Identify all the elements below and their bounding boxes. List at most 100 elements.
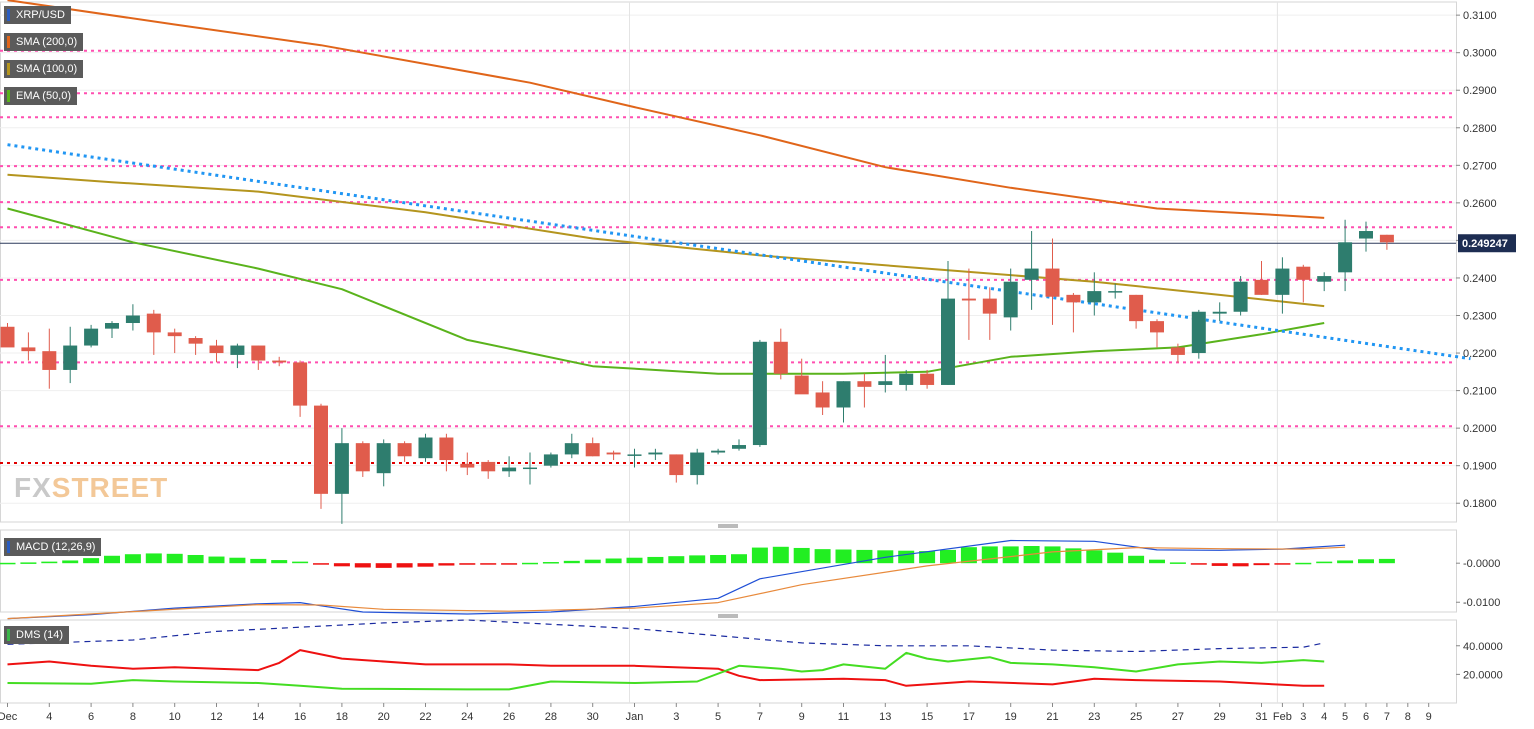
candle-body <box>1108 291 1123 293</box>
candle-body <box>481 461 496 472</box>
macd-histogram-bar <box>41 561 58 564</box>
symbol-label[interactable]: XRP/USD <box>4 6 71 24</box>
candle-body <box>899 373 914 385</box>
x-tick-label: 16 <box>294 711 306 723</box>
ema50-label[interactable]: EMA (50,0) <box>4 87 78 105</box>
candlesticks <box>0 219 1394 524</box>
sma100-line <box>7 173 1325 308</box>
candle-body <box>1296 266 1311 280</box>
x-tick-label: 5 <box>715 711 721 723</box>
candle-body <box>523 467 537 470</box>
candle-body <box>836 381 851 408</box>
x-tick-label: 15 <box>921 711 933 723</box>
x-tick-label: 19 <box>1005 711 1017 723</box>
candle-body <box>732 445 746 449</box>
candle-body <box>314 405 328 494</box>
macd-signal-line <box>7 546 1346 620</box>
x-tick-label: 11 <box>838 711 849 723</box>
x-tick-label: 8 <box>1405 711 1411 723</box>
x-tick-label: 18 <box>336 711 348 723</box>
macd-histogram-bar <box>104 555 120 564</box>
macd-histogram-bar <box>1107 552 1124 564</box>
x-tick-label: Dec <box>0 711 18 723</box>
macd-histogram-bar <box>605 558 622 564</box>
macd-histogram-bar <box>1274 563 1291 565</box>
candle-body <box>230 345 245 355</box>
candle-body <box>564 443 579 455</box>
macd-histogram-bar <box>960 547 977 564</box>
macd-histogram-bar <box>1169 562 1186 564</box>
candle-body <box>334 443 349 494</box>
macd-histogram-bar <box>501 563 518 565</box>
macd-label[interactable]: MACD (12,26,9) <box>4 538 102 556</box>
candle-body <box>585 443 600 457</box>
macd-histogram-bar <box>1358 559 1374 564</box>
descending-trendline <box>7 143 1471 361</box>
x-tick-label: 8 <box>130 711 136 723</box>
candle-body <box>648 452 663 455</box>
dms-label[interactable]: DMS (14) <box>4 626 70 644</box>
macd-histogram-bar <box>438 563 455 566</box>
candle-body <box>21 347 36 352</box>
macd-histogram-bar <box>1337 560 1354 564</box>
sma200-label[interactable]: SMA (200,0) <box>4 33 84 51</box>
price-tick-label: 0.2300 <box>1463 311 1497 323</box>
panel-frame-0 <box>0 1 1457 523</box>
candle-body <box>1045 268 1060 297</box>
adx-line <box>7 619 1325 653</box>
price-tick-label: 0.2900 <box>1463 85 1497 97</box>
macd-histogram-bar <box>689 555 706 564</box>
candle-body <box>251 345 266 361</box>
price-levels <box>0 49 1456 465</box>
macd-histogram-bar <box>647 556 664 564</box>
candle-body <box>0 326 15 348</box>
candle-body <box>1066 294 1081 303</box>
x-tick-label: 21 <box>1046 711 1058 723</box>
macd-histogram-bar <box>1316 561 1333 564</box>
x-tick-label: 22 <box>419 711 431 723</box>
macd-histogram-bar <box>981 546 998 564</box>
macd-histogram-bar <box>563 560 580 564</box>
price-tick-label: 0.2700 <box>1463 160 1497 172</box>
candle-body <box>125 315 140 324</box>
macd-histogram-bar <box>772 546 789 564</box>
candle-body <box>606 452 621 455</box>
macd-histogram-bar <box>1378 558 1395 564</box>
macd-histogram-bar <box>62 560 79 564</box>
x-tick-label: 3 <box>673 711 679 723</box>
candle-body <box>941 298 955 385</box>
macd-histogram-bar <box>1149 559 1165 564</box>
price-tick-label: 0.3100 <box>1463 10 1497 22</box>
macd-histogram-bar <box>187 554 204 564</box>
macd-histogram-bar <box>20 562 37 564</box>
macd-histogram-bar <box>1232 563 1249 567</box>
macd-histogram-bar <box>793 547 810 564</box>
macd-histogram-bar <box>271 560 288 564</box>
macd-histogram-bar <box>814 549 831 564</box>
macd-histogram-bar <box>250 558 267 564</box>
x-tick-label: 13 <box>879 711 891 723</box>
candle-body <box>167 332 182 337</box>
candle-body <box>293 362 308 406</box>
macd-histogram-bar <box>1190 563 1207 565</box>
macd-histogram-bar <box>124 554 141 564</box>
candle-body <box>1191 311 1206 354</box>
x-tick-label: 10 <box>169 711 181 723</box>
candle-body <box>1003 281 1018 318</box>
macd-panel <box>0 539 1395 620</box>
x-tick-label: 7 <box>1384 711 1390 723</box>
candle-body <box>690 452 705 476</box>
macd-histogram-bar <box>919 551 936 564</box>
price-tick-label: 0.2100 <box>1463 386 1497 398</box>
plus-di-line <box>7 651 1325 691</box>
candle-body <box>857 381 872 387</box>
candle-body <box>1150 321 1164 333</box>
dms-panel <box>7 619 1325 691</box>
candle-body <box>105 323 119 329</box>
macd-histogram-bar <box>835 549 852 564</box>
macd-histogram-bar <box>731 554 747 564</box>
current-price-label: 0.249247 <box>1462 238 1508 250</box>
candle-body <box>752 341 767 446</box>
x-tick-label: 26 <box>503 711 515 723</box>
sma100-label[interactable]: SMA (100,0) <box>4 60 84 78</box>
